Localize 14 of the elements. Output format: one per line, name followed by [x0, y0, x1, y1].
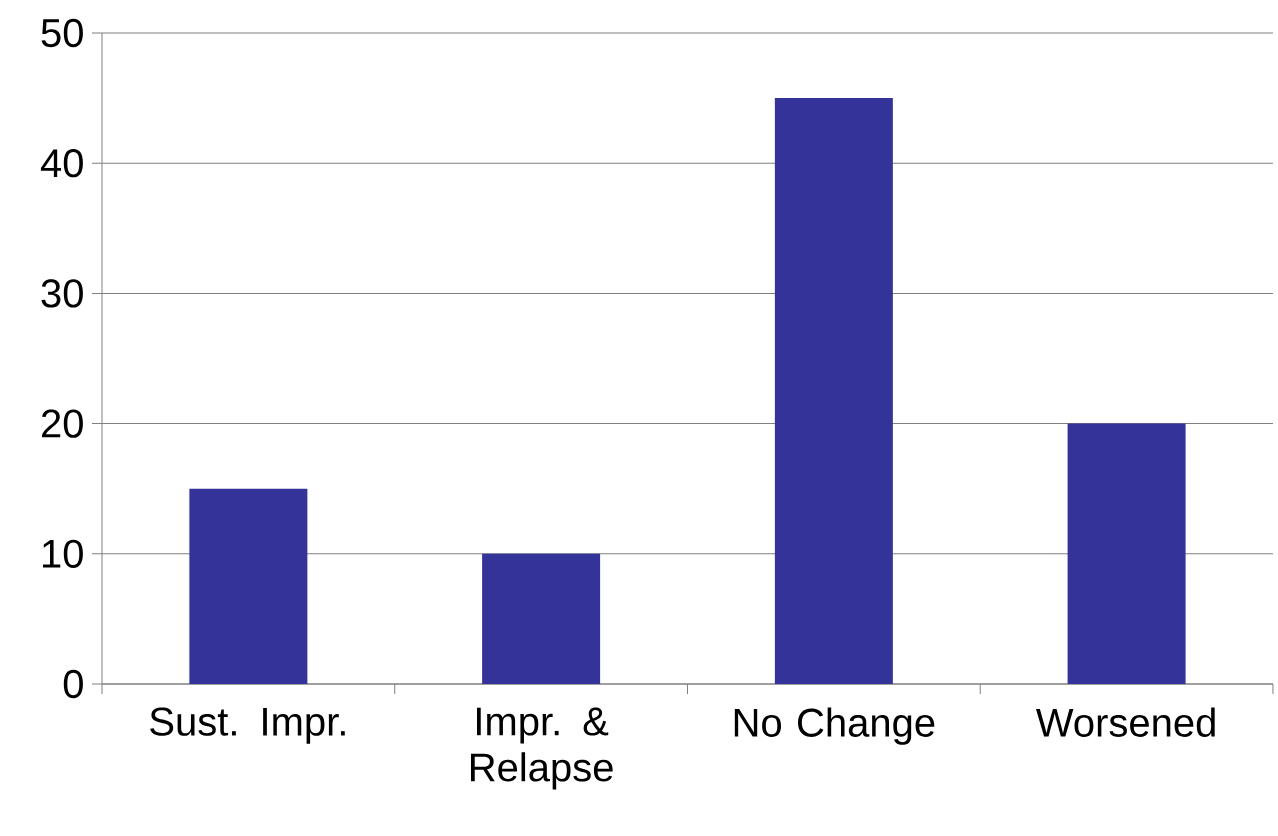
- y-tick-label: 40: [40, 149, 83, 178]
- bar: [482, 553, 601, 684]
- bar: [1067, 423, 1186, 684]
- y-tick-label: 20: [41, 409, 83, 438]
- x-tick-label: Sust. Impr.: [150, 707, 345, 744]
- bar: [774, 98, 893, 684]
- y-tick-label: 0: [63, 669, 83, 699]
- bar: [189, 488, 308, 684]
- x-tick-label: Impr. & Relapse: [471, 707, 613, 790]
- x-tick-label: Worsened: [1035, 707, 1215, 737]
- y-tick-label: 10: [43, 539, 83, 568]
- y-tick-label: 30: [41, 279, 83, 308]
- y-tick-label: 50: [41, 18, 83, 48]
- x-tick-label: No Change: [734, 707, 935, 745]
